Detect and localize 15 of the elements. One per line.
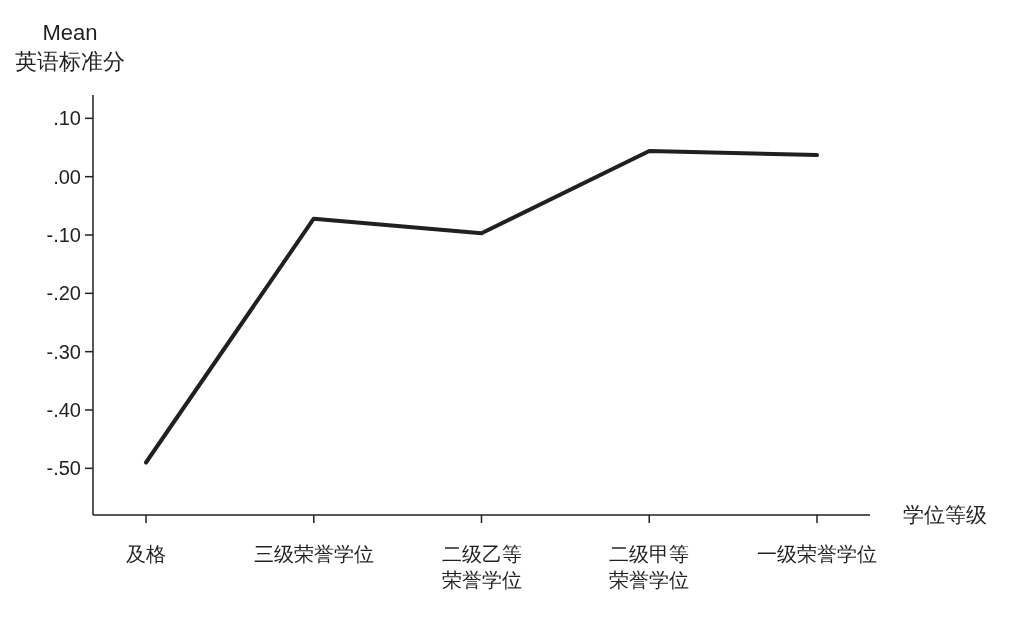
x-tick-label: 二级甲等荣誉学位 bbox=[609, 543, 690, 591]
y-tick-label: -.40 bbox=[46, 399, 81, 421]
y-tick-label: -.30 bbox=[46, 340, 81, 363]
x-tick-label: 三级荣誉学位 bbox=[253, 543, 374, 565]
y-tick-label: -.50 bbox=[46, 457, 81, 480]
y-tick-label: .00 bbox=[53, 165, 81, 188]
y-axis-title: Mean 英语标准分 bbox=[15, 20, 125, 74]
x-tick-label: 一级荣誉学位 bbox=[757, 543, 877, 565]
x-tick-label: 及格 bbox=[126, 543, 166, 565]
y-tick-label: -.20 bbox=[46, 282, 81, 305]
line-series bbox=[144, 149, 819, 465]
y-tick-label: .10 bbox=[53, 107, 81, 130]
y-tick-label: -.10 bbox=[46, 224, 81, 246]
x-axis-title: 学位等级 bbox=[903, 503, 987, 526]
x-tick-label: 二级乙等荣誉学位 bbox=[441, 543, 522, 591]
